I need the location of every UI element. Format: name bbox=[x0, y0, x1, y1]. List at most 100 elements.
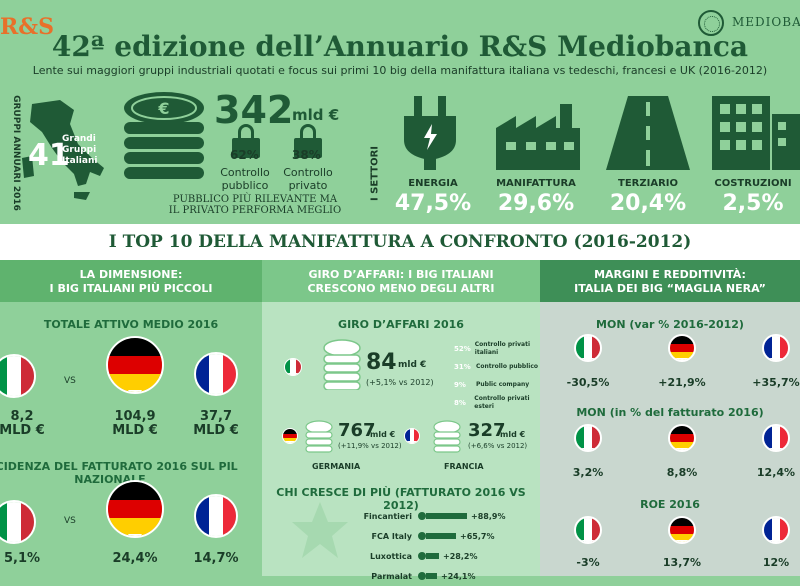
col3-header: MARGINI E REDDITIVITÀ: ITALIA DEI BIG “M… bbox=[540, 260, 800, 302]
germany-flag-icon bbox=[106, 480, 164, 538]
rs-logo: R&S bbox=[0, 14, 55, 40]
col2-header: GIRO D’AFFARI: I BIG ITALIANI CRESCONO M… bbox=[262, 260, 540, 302]
building-icon bbox=[712, 96, 800, 170]
france-flag-icon bbox=[194, 352, 238, 396]
ownership-legend: 52% Controllo privati italiani 31% Contr… bbox=[454, 340, 544, 412]
unit-label: MLD € bbox=[193, 423, 239, 438]
germany-flag-icon bbox=[106, 336, 164, 394]
col2-section1-title: GIRO D’AFFARI 2016 bbox=[338, 318, 464, 331]
italy-flag-icon bbox=[0, 500, 36, 544]
plug-icon bbox=[404, 96, 456, 170]
growth-row: FCA Italy +65,7% bbox=[352, 526, 542, 546]
germany-value: 104,9 MLD € bbox=[100, 410, 170, 438]
roe-germany: 13,7% bbox=[662, 556, 702, 569]
italy-flag-icon bbox=[284, 358, 302, 376]
sector-energia: ENERGIA 47,5% bbox=[378, 178, 488, 216]
sector-terziario: TERZIARIO 20,4% bbox=[593, 178, 703, 216]
legend-item: 9% Public company bbox=[454, 376, 544, 394]
band bbox=[0, 224, 800, 260]
mon-pct-italy: 3,2% bbox=[572, 466, 604, 479]
coins-stack-icon: € bbox=[124, 92, 204, 179]
france-pil: 14,7% bbox=[193, 551, 239, 566]
germany-flag-icon bbox=[668, 334, 696, 362]
lock-icon bbox=[232, 124, 260, 158]
italy-flag-icon bbox=[0, 354, 36, 398]
germany-label: GERMANIA bbox=[312, 462, 361, 471]
france-flag-icon bbox=[762, 334, 790, 362]
legend-item: 52% Controllo privati italiani bbox=[454, 340, 544, 358]
germany-flag-icon bbox=[668, 424, 696, 452]
groups-label-1: Grandi bbox=[62, 134, 96, 144]
col3-header-line1: MARGINI E REDDITIVITÀ: bbox=[594, 268, 746, 281]
total-amount: 342 bbox=[214, 88, 294, 132]
france-flag-icon bbox=[404, 428, 420, 444]
groups-label-3: Italiani bbox=[62, 156, 98, 166]
sector-costruzioni: COSTRUZIONI 2,5% bbox=[698, 178, 800, 216]
france-turnover-unit: mld € bbox=[500, 430, 526, 439]
germany-attivo: 104,9 bbox=[114, 409, 156, 424]
legend-pct: 8% bbox=[454, 399, 466, 407]
col3-section1-title: MON (var % 2016-2012) bbox=[596, 318, 744, 331]
vs-label: VS bbox=[64, 516, 76, 526]
mon-pct-france: 12,4% bbox=[756, 466, 796, 479]
italy-flag-icon bbox=[574, 516, 602, 544]
growth-bar bbox=[426, 553, 439, 559]
growth-company: Fincantieri bbox=[363, 511, 412, 521]
growth-row: Parmalat +24,1% bbox=[352, 566, 542, 586]
mon-var-france: +35,7% bbox=[752, 376, 800, 389]
growth-value: +88,9% bbox=[471, 511, 506, 521]
growth-dot bbox=[418, 532, 426, 540]
growth-dot bbox=[418, 512, 426, 520]
germany-flag-icon bbox=[668, 516, 696, 544]
amount-unit: mld € bbox=[292, 106, 340, 124]
public-label: Controllo pubblico bbox=[220, 166, 270, 192]
growth-row: Fincantieri +88,9% bbox=[352, 506, 542, 526]
page-subtitle: Lente sui maggiori gruppi industriali qu… bbox=[32, 64, 768, 77]
public-note-line-2: IL PRIVATO PERFORMA MEGLIO bbox=[168, 205, 342, 216]
col1-header-line2: I BIG ITALIANI PIÙ PICCOLI bbox=[49, 282, 213, 295]
italy-flag-icon bbox=[574, 334, 602, 362]
coins-icon bbox=[323, 339, 361, 390]
growth-company: FCA Italy bbox=[371, 531, 412, 541]
growth-bar bbox=[426, 533, 456, 539]
italy-map-icon bbox=[22, 100, 104, 200]
legend-item: 8% Controllo privati esteri bbox=[454, 394, 544, 412]
roe-france: 12% bbox=[762, 556, 790, 569]
groups-count: 41 bbox=[28, 138, 70, 173]
france-value: 37,7 MLD € bbox=[184, 410, 248, 438]
mon-pct-germany: 8,8% bbox=[666, 466, 698, 479]
public-pct: 62% bbox=[230, 148, 259, 162]
sector-name: MANIFATTURA bbox=[496, 178, 576, 189]
col3-header-line2: ITALIA DEI BIG “MAGLIA NERA” bbox=[574, 282, 766, 295]
vs-label: VS bbox=[64, 376, 76, 386]
germany-turnover-growth: (+11,9% vs 2012) bbox=[338, 442, 402, 450]
lock-icon bbox=[294, 124, 322, 158]
france-turnover-growth: (+6,6% vs 2012) bbox=[468, 442, 528, 450]
germany-turnover-unit: mld € bbox=[370, 430, 396, 439]
mediobanca-name: MEDIOBANCA bbox=[732, 15, 800, 29]
growth-row: Luxottica +28,2% bbox=[352, 546, 542, 566]
growth-company: Parmalat bbox=[371, 571, 412, 581]
col2-header-line1: GIRO D’AFFARI: I BIG ITALIANI bbox=[308, 268, 494, 281]
sector-value: 47,5% bbox=[394, 191, 472, 216]
legend-label: Public company bbox=[476, 381, 530, 388]
italy-turnover-unit: mld € bbox=[398, 360, 427, 370]
sector-name: COSTRUZIONI bbox=[714, 178, 792, 189]
col1-header: LA DIMENSIONE: I BIG ITALIANI PIÙ PICCOL… bbox=[0, 260, 262, 302]
unit-label: MLD € bbox=[0, 423, 45, 438]
growth-value: +65,7% bbox=[460, 531, 495, 541]
germany-turnover: 767 bbox=[338, 420, 376, 441]
france-flag-icon bbox=[762, 516, 790, 544]
col2-header-line2: CRESCONO MENO DEGLI ALTRI bbox=[307, 282, 495, 295]
coins-icon bbox=[433, 420, 461, 453]
sector-name: ENERGIA bbox=[408, 178, 458, 189]
col2-section2-title: CHI CRESCE DI PIÙ (FATTURATO 2016 VS 201… bbox=[276, 486, 526, 512]
groups-label: Grandi Gruppi Italiani bbox=[62, 134, 97, 167]
star-icon bbox=[292, 502, 348, 558]
sector-manifattura: MANIFATTURA 29,6% bbox=[481, 178, 591, 216]
germany-pil: 24,4% bbox=[112, 551, 158, 566]
legend-label: Controllo pubblico bbox=[476, 363, 539, 370]
growth-dot bbox=[418, 552, 426, 560]
france-turnover: 327 bbox=[468, 420, 506, 441]
legend-pct: 31% bbox=[454, 363, 471, 371]
